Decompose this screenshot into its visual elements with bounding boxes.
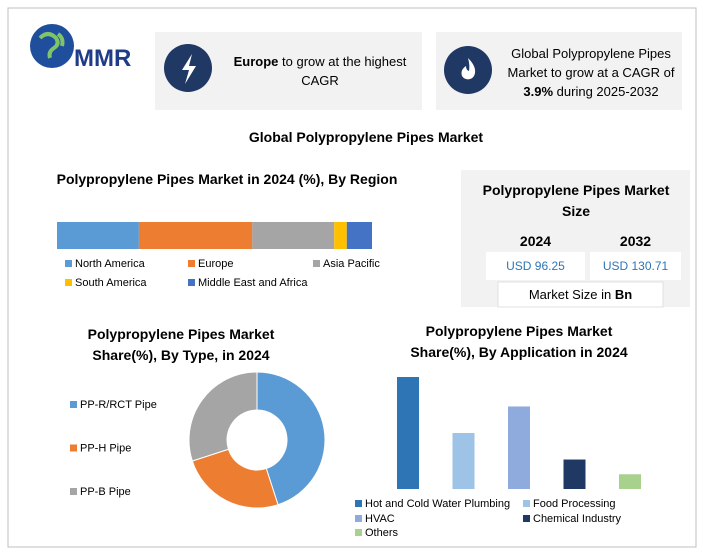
legend-swatch	[70, 401, 77, 408]
legend-label: PP-R/RCT Pipe	[80, 399, 157, 411]
bold-text: 3.9%	[523, 84, 554, 99]
legend-label: Others	[365, 527, 399, 539]
bar	[508, 406, 530, 489]
bar-segment	[138, 222, 253, 249]
bar-segment	[334, 222, 347, 249]
value-box	[590, 252, 681, 280]
bar-segment	[252, 222, 335, 249]
legend-label: Europe	[198, 258, 233, 270]
bar-segment	[346, 222, 372, 249]
chart-title: Polypropylene Pipes Market Share(%), By …	[410, 323, 628, 360]
value-box	[486, 252, 585, 280]
text: to grow at the highest CAGR	[282, 54, 407, 88]
legend-swatch	[355, 529, 362, 536]
bar	[452, 433, 475, 489]
legend-swatch	[70, 488, 77, 495]
legend-label: Hot and Cold Water Plumbing	[365, 498, 510, 510]
logo-text: MMR	[74, 45, 131, 72]
legend-swatch	[188, 279, 195, 286]
note-box	[497, 281, 664, 308]
legend-swatch	[355, 500, 362, 507]
header-text: Europe to grow at the highest CAGR	[222, 52, 418, 90]
frame	[7, 7, 697, 548]
text: Market Size in	[528, 287, 612, 302]
legend-label: Chemical Industry	[533, 513, 622, 525]
market-size-note: Market Size in Bn	[498, 287, 663, 302]
market-value: USD 130.71	[602, 259, 669, 273]
legend-swatch	[188, 260, 195, 267]
legend-swatch	[523, 515, 530, 522]
header-text: Global Polypropylene Pipes Market to gro…	[500, 44, 682, 101]
legend-swatch	[313, 260, 320, 267]
chart-title: Polypropylene Pipes Market in 2024 (%), …	[56, 171, 398, 187]
bar	[563, 459, 586, 489]
logo-globe	[30, 24, 74, 68]
bolt-icon	[182, 54, 196, 84]
donut-slice	[188, 371, 258, 462]
icon	[444, 46, 492, 94]
bar	[619, 474, 641, 489]
chart-title: Polypropylene Pipes Market Share(%), By …	[87, 326, 275, 363]
legend-swatch	[355, 515, 362, 522]
legend-label: Middle East and Africa	[198, 277, 308, 289]
text: Global Polypropylene Pipes Market to gro…	[507, 46, 675, 80]
legend-label: North America	[75, 258, 146, 270]
market-size-title: Polypropylene Pipes Market Size	[482, 182, 670, 219]
bar	[397, 377, 419, 489]
page-title: Global Polypropylene Pipes Market	[248, 129, 484, 145]
legend-label: Food Processing	[533, 498, 616, 510]
bar-segment	[57, 222, 139, 249]
bold-text: Europe	[233, 54, 279, 69]
legend-swatch	[65, 260, 72, 267]
legend-label: HVAC	[365, 513, 395, 525]
flame-icon	[461, 58, 476, 80]
text: during 2025-2032	[556, 84, 659, 99]
legend-label: South America	[75, 277, 147, 289]
year: 2032	[619, 233, 652, 249]
market-value: USD 96.25	[506, 259, 565, 273]
legend-swatch	[523, 500, 530, 507]
legend-swatch	[65, 279, 72, 286]
year: 2024	[519, 233, 552, 249]
legend-label: Asia Pacific	[323, 258, 380, 270]
donut-slice	[191, 448, 279, 509]
legend-label: PP-B Pipe	[80, 486, 131, 498]
logo-land	[38, 32, 65, 59]
donut-slice	[256, 371, 326, 506]
legend-swatch	[70, 444, 77, 452]
legend-label: PP-H Pipe	[80, 443, 131, 455]
bold-text: Bn	[614, 287, 633, 302]
